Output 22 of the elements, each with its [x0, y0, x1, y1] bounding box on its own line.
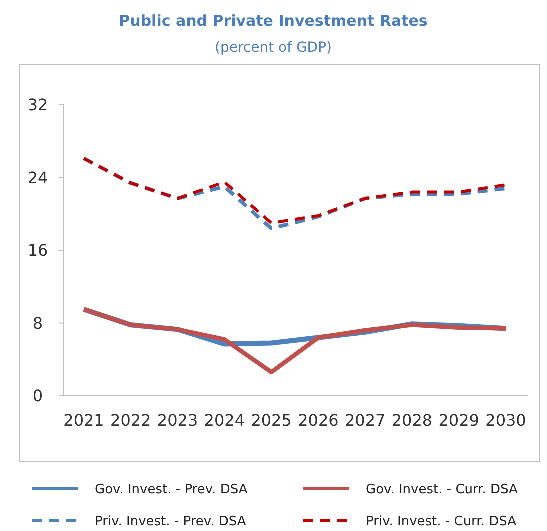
x-tick-label: 2021	[64, 411, 104, 430]
legend-label: Priv. Invest. - Curr. DSA	[366, 514, 517, 530]
chart-subtitle: (percent of GDP)	[214, 40, 332, 56]
line-series	[82, 307, 508, 375]
chart-title: Public and Private Investment Rates	[119, 12, 428, 30]
y-tick-label: 32	[28, 96, 48, 115]
y-tick-label: 0	[32, 386, 44, 406]
x-tick-label: 2029	[438, 411, 480, 430]
x-tick-label: 2022	[110, 411, 152, 430]
y-tick-label: 24	[28, 168, 48, 188]
legend-label: Gov. Invest. - Curr. DSA	[366, 482, 518, 498]
y-tick-label: 16	[28, 241, 48, 260]
x-tick-label: 2027	[344, 411, 386, 430]
y-tick-label: 8	[32, 314, 44, 333]
x-tick-label: 2025	[251, 411, 292, 430]
x-tick-label: 2030	[486, 411, 526, 430]
x-tick-label: 2024	[204, 411, 246, 430]
x-tick-label: 2028	[392, 411, 433, 430]
legend-label: Gov. Invest. - Prev. DSA	[95, 482, 248, 498]
x-tick-label: 2023	[157, 411, 198, 430]
legend-label: Priv. Invest. - Prev. DSA	[95, 514, 246, 530]
x-tick-label: 2026	[298, 411, 339, 430]
